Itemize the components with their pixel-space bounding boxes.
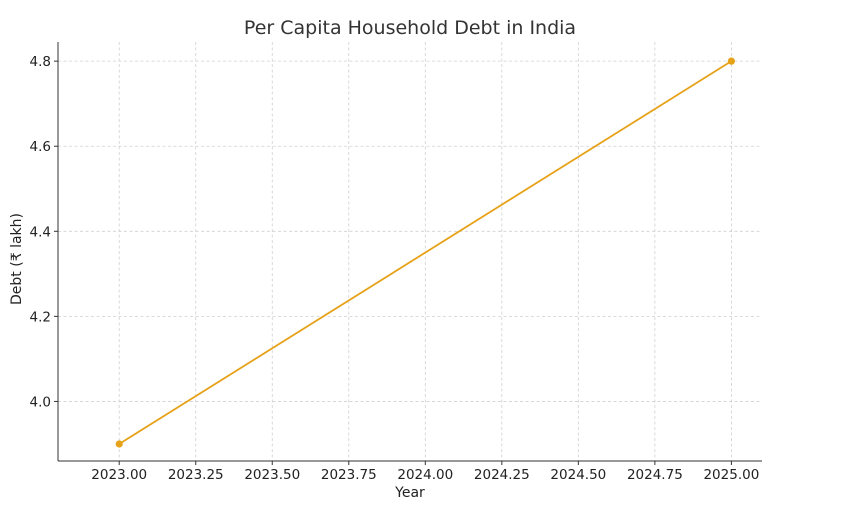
x-tick-label: 2024.00 [397,467,453,483]
y-tick-label: 4.8 [30,54,51,70]
chart-title: Per Capita Household Debt in India [244,17,576,39]
x-tick-label: 2023.50 [244,467,300,483]
grid-layer [58,42,762,461]
x-tick-label: 2023.25 [168,467,224,483]
y-tick-label: 4.0 [30,394,51,410]
series-line [118,60,732,445]
x-tick-label: 2024.50 [550,467,606,483]
series-layer [115,57,735,448]
x-tick-label: 2025.00 [703,467,759,483]
y-tick-label: 4.2 [30,309,51,325]
x-tick-label: 2024.75 [627,467,683,483]
ticks-layer: 2023.00 2023.25 2023.50 2023.75 2024.00 2024.… [30,54,760,483]
x-tick-label: 2024.25 [474,467,530,483]
x-tick-label: 2023.00 [91,467,147,483]
y-tick-label: 4.4 [30,224,51,240]
data-point [115,440,123,448]
x-axis-label: Year [394,485,425,501]
y-tick-label: 4.6 [30,139,51,155]
x-tick-label: 2023.75 [321,467,377,483]
data-point [727,57,735,65]
y-axis-label: Debt (₹ lakh) [9,213,25,305]
